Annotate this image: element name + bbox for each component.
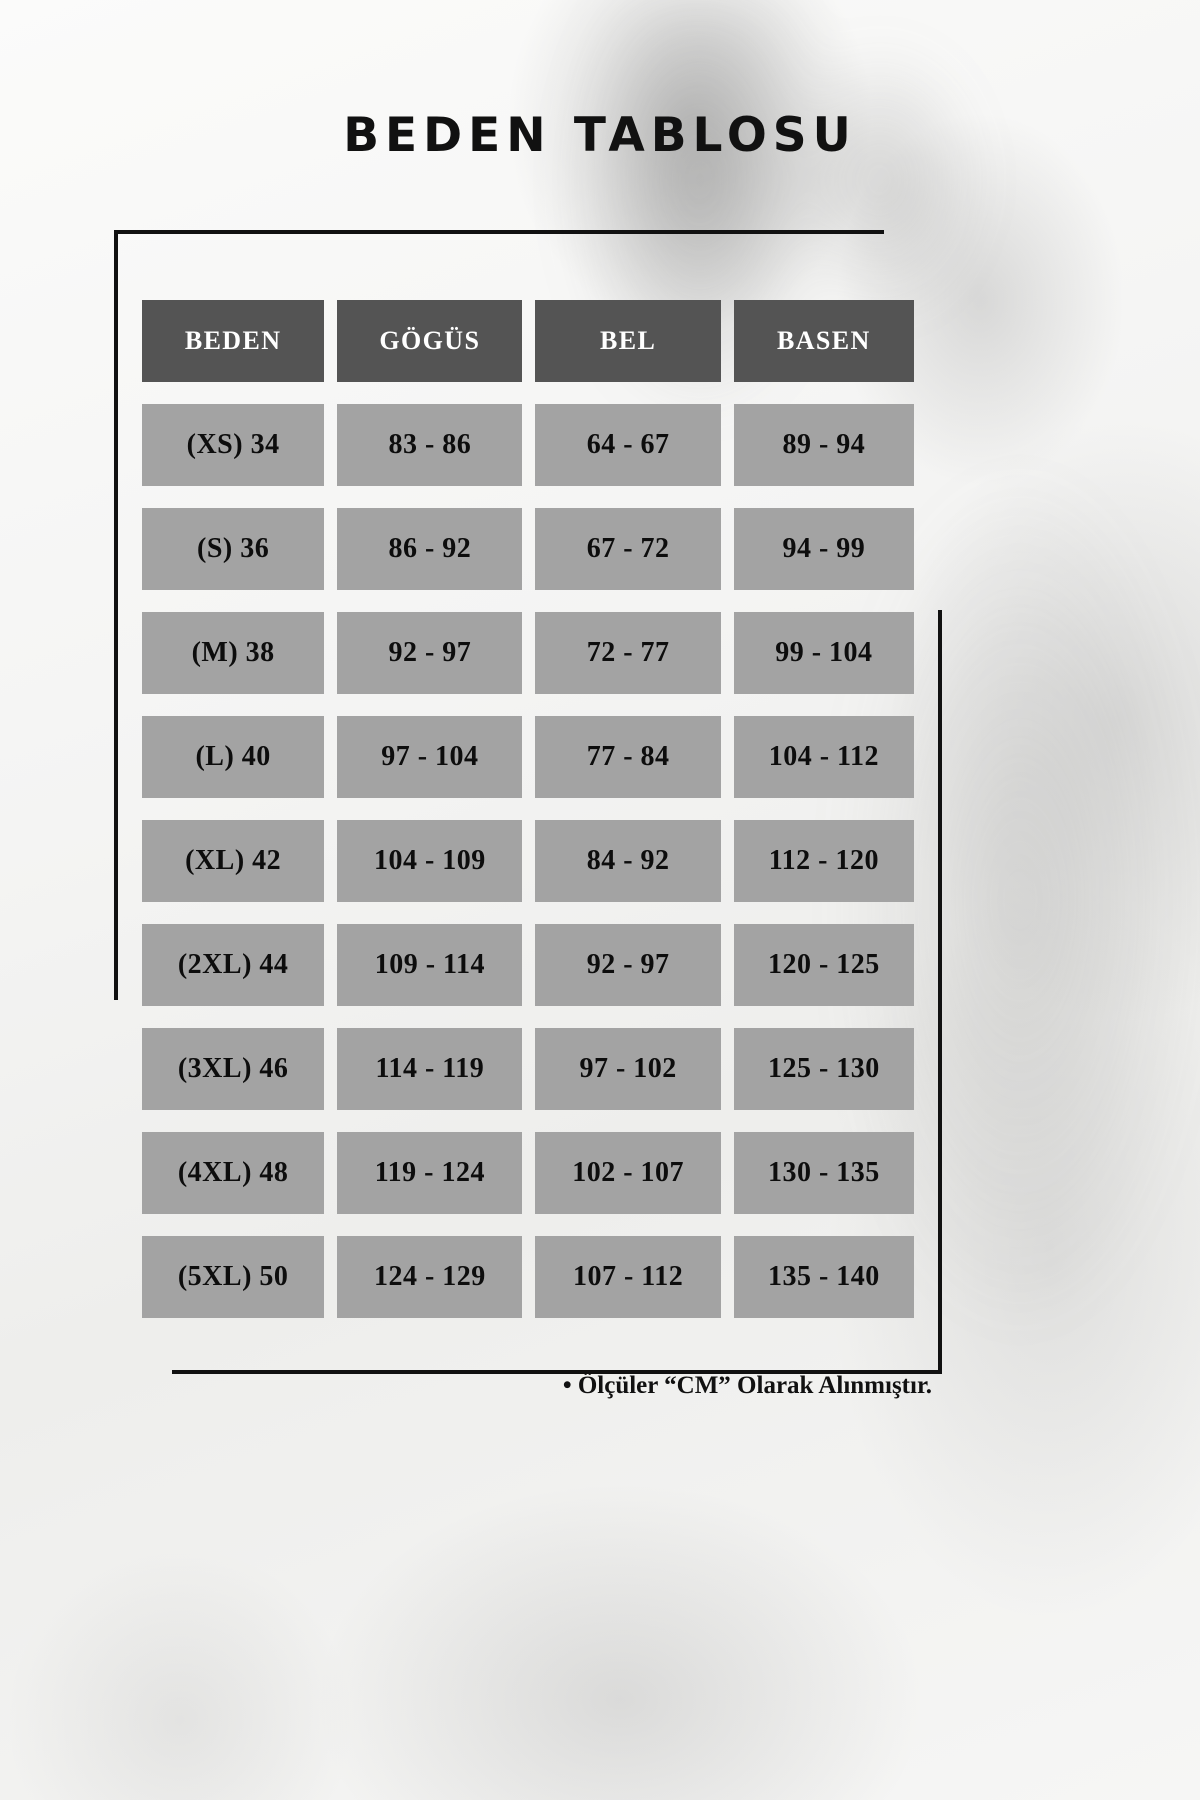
cell-hip: 89 - 94: [733, 404, 914, 486]
cell-size: (2XL) 44: [142, 924, 325, 1006]
table-row: (XS) 34 83 - 86 64 - 67 89 - 94: [142, 404, 914, 486]
cell-hip: 120 - 125: [733, 924, 914, 1006]
cell-size: (L) 40: [142, 716, 325, 798]
cell-size: (4XL) 48: [142, 1132, 325, 1214]
cell-size: (5XL) 50: [142, 1236, 325, 1318]
cell-hip: 112 - 120: [733, 820, 914, 902]
cell-size: (XL) 42: [142, 820, 325, 902]
cell-size: (XS) 34: [142, 404, 325, 486]
decorative-bracket-bottom-right: [172, 610, 942, 1374]
table-row: (XL) 42 104 - 109 84 - 92 112 - 120: [142, 820, 914, 902]
column-header-beden: BEDEN: [142, 300, 325, 382]
cell-hip: 130 - 135: [733, 1132, 914, 1214]
table-row: (M) 38 92 - 97 72 - 77 99 - 104: [142, 612, 914, 694]
cell-waist: 107 - 112: [535, 1236, 721, 1318]
column-header-basen: BASEN: [733, 300, 914, 382]
table-row: (3XL) 46 114 - 119 97 - 102 125 - 130: [142, 1028, 914, 1110]
cell-waist: 102 - 107: [535, 1132, 721, 1214]
table-row: (2XL) 44 109 - 114 92 - 97 120 - 125: [142, 924, 914, 1006]
cell-chest: 92 - 97: [337, 612, 523, 694]
cell-chest: 104 - 109: [337, 820, 523, 902]
table-header-row: BEDEN GÖGÜS BEL BASEN: [142, 300, 914, 382]
cell-waist: 64 - 67: [535, 404, 721, 486]
measurement-unit-note: • Ölçüler “CM” Olarak Alınmıştır.: [562, 1372, 932, 1399]
cell-hip: 135 - 140: [733, 1236, 914, 1318]
cell-chest: 83 - 86: [337, 404, 523, 486]
cell-hip: 94 - 99: [733, 508, 914, 590]
table-row: (4XL) 48 119 - 124 102 - 107 130 - 135: [142, 1132, 914, 1214]
decorative-bracket-top-left: [114, 230, 884, 1000]
table-row: (S) 36 86 - 92 67 - 72 94 - 99: [142, 508, 914, 590]
cell-waist: 92 - 97: [535, 924, 721, 1006]
cell-chest: 109 - 114: [337, 924, 523, 1006]
cell-waist: 67 - 72: [535, 508, 721, 590]
cell-chest: 97 - 104: [337, 716, 523, 798]
cell-hip: 104 - 112: [733, 716, 914, 798]
cell-size: (3XL) 46: [142, 1028, 325, 1110]
page-title: BEDEN TABLOSU: [343, 108, 857, 163]
cell-size: (M) 38: [142, 612, 325, 694]
cell-waist: 77 - 84: [535, 716, 721, 798]
cell-waist: 72 - 77: [535, 612, 721, 694]
cell-chest: 114 - 119: [337, 1028, 523, 1110]
column-header-bel: BEL: [535, 300, 721, 382]
cell-hip: 125 - 130: [733, 1028, 914, 1110]
cell-chest: 86 - 92: [337, 508, 523, 590]
cell-chest: 119 - 124: [337, 1132, 523, 1214]
cell-chest: 124 - 129: [337, 1236, 523, 1318]
size-chart-table: BEDEN GÖGÜS BEL BASEN (XS) 34 83 - 86 64…: [142, 300, 914, 1318]
cell-hip: 99 - 104: [733, 612, 914, 694]
column-header-gogus: GÖGÜS: [337, 300, 523, 382]
cell-size: (S) 36: [142, 508, 325, 590]
table-row: (L) 40 97 - 104 77 - 84 104 - 112: [142, 716, 914, 798]
cell-waist: 97 - 102: [535, 1028, 721, 1110]
cell-waist: 84 - 92: [535, 820, 721, 902]
table-row: (5XL) 50 124 - 129 107 - 112 135 - 140: [142, 1236, 914, 1318]
